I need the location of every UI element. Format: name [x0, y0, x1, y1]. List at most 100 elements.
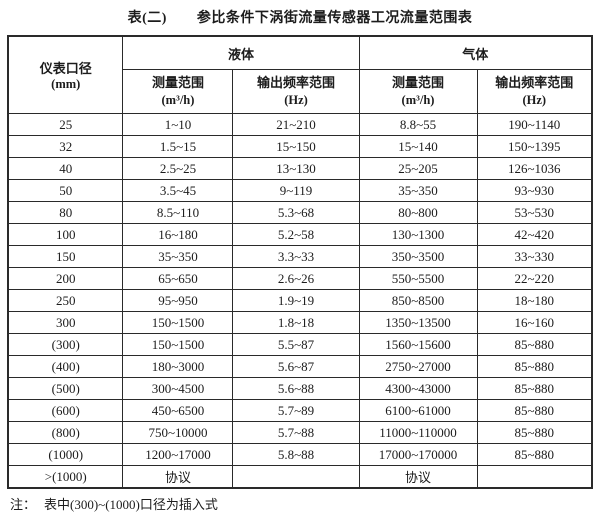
value-cell: 1.8~18	[232, 311, 360, 334]
header-liquid-range: 测量范围 (m³/h)	[122, 69, 234, 114]
table-number: 表(二)	[127, 11, 167, 26]
value-cell: 2750~27000	[358, 355, 478, 378]
value-cell: 8.5~110	[122, 201, 234, 224]
value-cell: 13~130	[232, 157, 360, 180]
value-cell: 6100~61000	[358, 399, 478, 422]
table-row: (1000) 1200~17000 5.8~88 17000~170000 85~880	[7, 443, 593, 466]
value-cell: 550~5500	[358, 267, 478, 290]
value-cell: 协议	[122, 465, 234, 489]
diameter-cell: 300	[7, 311, 124, 334]
value-cell: 18~180	[476, 289, 593, 312]
table-row: 80 8.5~110 5.3~68 80~800 53~530	[7, 201, 593, 224]
value-cell: 150~1500	[122, 333, 234, 356]
value-cell: 5.6~88	[232, 377, 360, 400]
value-cell: 750~10000	[122, 421, 234, 444]
value-cell: 1~10	[122, 113, 234, 136]
table-row: (600) 450~6500 5.7~89 6100~61000 85~880	[7, 399, 593, 422]
diameter-cell: (600)	[7, 399, 124, 422]
value-cell: 180~3000	[122, 355, 234, 378]
diameter-cell: (400)	[7, 355, 124, 378]
header-liquid-freq: 输出频率范围 (Hz)	[232, 69, 360, 114]
value-cell: 21~210	[232, 113, 360, 136]
table-row: 150 35~350 3.3~33 350~3500 33~330	[7, 245, 593, 268]
value-cell: 85~880	[476, 355, 593, 378]
value-cell	[232, 465, 360, 489]
value-cell: 17000~170000	[358, 443, 478, 466]
table-title-text: 参比条件下涡街流量传感器工况流量范围表	[196, 11, 473, 26]
diameter-cell: 50	[7, 179, 124, 202]
value-cell: 53~530	[476, 201, 593, 224]
value-cell: 16~180	[122, 223, 234, 246]
table-row: 40 2.5~25 13~130 25~205 126~1036	[7, 157, 593, 180]
header-gas: 气体	[358, 35, 593, 70]
value-cell: 150~1500	[122, 311, 234, 334]
value-cell: 4300~43000	[358, 377, 478, 400]
header-liquid: 液体	[122, 35, 360, 70]
header-gas-range: 测量范围 (m³/h)	[358, 69, 478, 114]
footnote-text: 表中(300)~(1000)口径为插入式	[44, 497, 218, 512]
header-liquid-freq-unit: (Hz)	[284, 92, 308, 107]
value-cell: 5.3~68	[232, 201, 360, 224]
header-liquid-freq-label: 输出频率范围	[256, 74, 335, 90]
header-group-row: 仪表口径 (mm) 液体 气体	[7, 35, 593, 114]
value-cell	[476, 465, 593, 489]
value-cell: 11000~110000	[358, 421, 478, 444]
diameter-cell: 40	[7, 157, 124, 180]
value-cell: 80~800	[358, 201, 478, 224]
value-cell: 1.9~19	[232, 289, 360, 312]
header-gas-freq-unit: (Hz)	[522, 92, 547, 107]
value-cell: 22~220	[476, 267, 593, 290]
value-cell: 85~880	[476, 443, 593, 466]
table-row: 100 16~180 5.2~58 130~1300 42~420	[7, 223, 593, 246]
value-cell: 25~205	[358, 157, 478, 180]
value-cell: 35~350	[358, 179, 478, 202]
table-row: 300 150~1500 1.8~18 1350~13500 16~160	[7, 311, 593, 334]
value-cell: 85~880	[476, 421, 593, 444]
diameter-cell: 100	[7, 223, 124, 246]
table-row: 32 1.5~15 15~150 15~140 150~1395	[7, 135, 593, 158]
header-liquid-range-label: 测量范围	[151, 74, 204, 90]
table-row: 200 65~650 2.6~26 550~5500 22~220	[7, 267, 593, 290]
value-cell: 3.5~45	[122, 179, 234, 202]
value-cell: 85~880	[476, 399, 593, 422]
value-cell: 9~119	[232, 179, 360, 202]
value-cell: 93~930	[476, 179, 593, 202]
diameter-cell: 250	[7, 289, 124, 312]
value-cell: 8.8~55	[358, 113, 478, 136]
value-cell: 5.7~89	[232, 399, 360, 422]
table-row: 25 1~10 21~210 8.8~55 190~1140	[7, 113, 593, 136]
table-row: (500) 300~4500 5.6~88 4300~43000 85~880	[7, 377, 593, 400]
value-cell: 16~160	[476, 311, 593, 334]
header-diameter-label: 仪表口径	[39, 61, 92, 76]
value-cell: 5.2~58	[232, 223, 360, 246]
header-gas-freq-label: 输出频率范围	[495, 74, 574, 90]
table-title: 表(二) 参比条件下涡街流量传感器工况流量范围表	[0, 0, 600, 27]
value-cell: 130~1300	[358, 223, 478, 246]
header-gas-range-unit: (m³/h)	[401, 92, 435, 107]
value-cell: 33~330	[476, 245, 593, 268]
value-cell: 95~950	[122, 289, 234, 312]
value-cell: 1200~17000	[122, 443, 234, 466]
diameter-cell: (1000)	[7, 443, 124, 466]
header-gas-freq: 输出频率范围 (Hz)	[476, 69, 593, 114]
diameter-cell: (300)	[7, 333, 124, 356]
value-cell: 1350~13500	[358, 311, 478, 334]
value-cell: 1560~15600	[358, 333, 478, 356]
value-cell: 2.6~26	[232, 267, 360, 290]
diameter-cell: 150	[7, 245, 124, 268]
header-diameter: 仪表口径 (mm)	[7, 35, 124, 114]
table-row: (400) 180~3000 5.6~87 2750~27000 85~880	[7, 355, 593, 378]
value-cell: 190~1140	[476, 113, 593, 136]
value-cell: 65~650	[122, 267, 234, 290]
value-cell: 5.6~87	[232, 355, 360, 378]
diameter-cell: >(1000)	[7, 465, 124, 489]
value-cell: 5.5~87	[232, 333, 360, 356]
diameter-cell: (800)	[7, 421, 124, 444]
diameter-cell: (500)	[7, 377, 124, 400]
value-cell: 850~8500	[358, 289, 478, 312]
value-cell: 2.5~25	[122, 157, 234, 180]
header-gas-range-label: 测量范围	[391, 74, 444, 90]
value-cell: 15~150	[232, 135, 360, 158]
diameter-cell: 80	[7, 201, 124, 224]
